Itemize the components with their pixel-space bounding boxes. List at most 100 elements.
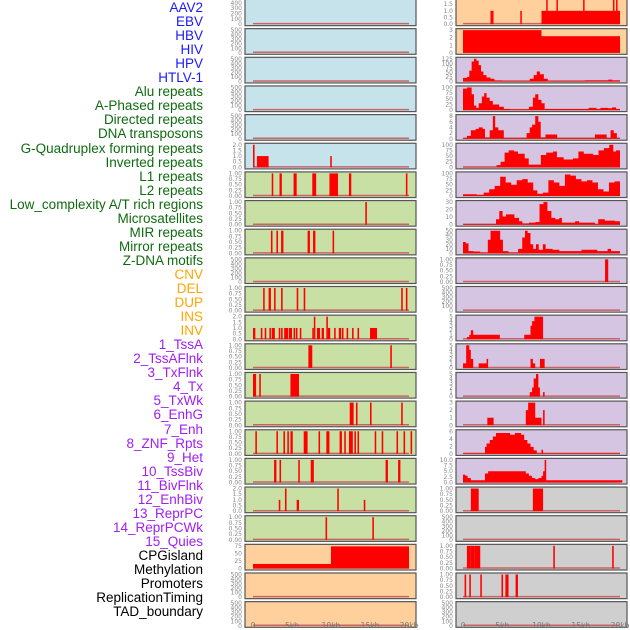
y-tick-label: 0.0 bbox=[232, 164, 242, 171]
y-tick-label: 1.00 bbox=[229, 514, 243, 521]
y-tick-label: 400 bbox=[231, 605, 243, 612]
y-tick-label: 0.75 bbox=[229, 377, 243, 384]
track-label: 2_TssAFlnk bbox=[133, 351, 203, 367]
y-tick-label: 0.00 bbox=[440, 279, 454, 286]
y-tick-label: 0 bbox=[449, 193, 453, 200]
y-tick-label: 100 bbox=[442, 142, 454, 149]
y-tick-label: 0.50 bbox=[440, 583, 454, 590]
y-tick-label: 2.0 bbox=[232, 486, 242, 493]
y-tick-label: 6 bbox=[449, 119, 453, 126]
y-tick-label: 0.5 bbox=[232, 331, 242, 338]
y-tick-label: 0 bbox=[238, 566, 242, 573]
data-bar bbox=[492, 10, 494, 25]
y-tick-label: 200 bbox=[231, 585, 243, 592]
y-tick-label: 0.5 bbox=[232, 159, 242, 166]
y-tick-label: 25 bbox=[445, 74, 453, 81]
y-tick-label: 1.00 bbox=[229, 199, 243, 206]
data-bar bbox=[298, 459, 300, 483]
data-area bbox=[466, 316, 544, 340]
data-bar bbox=[605, 259, 609, 282]
y-tick-label: 0.25 bbox=[229, 302, 243, 309]
data-bar bbox=[296, 288, 299, 311]
data-bar bbox=[269, 327, 271, 340]
data-bar bbox=[583, 0, 585, 25]
track-label: Microsatellites bbox=[117, 210, 203, 226]
y-tick-label: 0.50 bbox=[229, 182, 243, 189]
data-bar bbox=[546, 0, 548, 25]
y-tick-label: 0 bbox=[238, 136, 242, 143]
panel-background bbox=[455, 515, 628, 542]
track-label: INV bbox=[180, 323, 203, 339]
y-tick-label: 8 bbox=[449, 113, 453, 120]
track-label: Methylation bbox=[133, 562, 203, 577]
y-tick-label: 0.0 bbox=[232, 508, 242, 515]
y-tick-label: 0.50 bbox=[229, 411, 243, 418]
y-tick-label: 1 bbox=[449, 415, 453, 422]
data-bar bbox=[612, 0, 615, 25]
data-area bbox=[528, 373, 545, 397]
y-tick-label: 0 bbox=[238, 21, 242, 28]
y-tick-label: 1.00 bbox=[229, 170, 243, 177]
data-bar bbox=[490, 10, 492, 25]
track-label: HPV bbox=[175, 56, 203, 72]
track-label: Alu repeats bbox=[134, 84, 203, 100]
data-bar bbox=[263, 288, 265, 311]
y-tick-label: 0.25 bbox=[440, 588, 454, 595]
y-tick-label: 10 bbox=[445, 214, 453, 221]
track-label: Low_complexity A/T rich regions bbox=[9, 196, 203, 212]
y-tick-label: 500 bbox=[231, 56, 243, 63]
y-tick-label: 2 bbox=[449, 443, 453, 450]
y-tick-label: 5 bbox=[449, 314, 453, 321]
data-bar bbox=[330, 156, 332, 168]
data-bar bbox=[318, 431, 321, 454]
y-tick-label: 2.0 bbox=[443, 0, 453, 2]
track-label: 13_ReprPC bbox=[132, 505, 203, 521]
track-label: HTLV-1 bbox=[158, 70, 203, 86]
y-tick-label: 0.75 bbox=[229, 434, 243, 441]
y-tick-label: 1.00 bbox=[229, 400, 243, 407]
track-label: A-Phased repeats bbox=[94, 98, 203, 114]
y-tick-label: 100 bbox=[231, 103, 243, 110]
y-tick-label: 0.00 bbox=[440, 508, 454, 515]
data-bar bbox=[290, 373, 300, 397]
y-tick-label: 0.00 bbox=[229, 480, 243, 487]
y-tick-label: 0.50 bbox=[229, 382, 243, 389]
y-tick-label: 7.5 bbox=[443, 463, 453, 470]
track-label: TAD_boundary bbox=[113, 604, 203, 620]
panel-background bbox=[244, 56, 417, 84]
track-label: Directed repeats bbox=[103, 112, 203, 128]
panel-background bbox=[244, 28, 417, 55]
y-tick-label: 75 bbox=[445, 176, 453, 183]
data-bar bbox=[410, 431, 413, 454]
data-bar bbox=[327, 327, 331, 340]
track-label: 11_BivFlnk bbox=[137, 477, 203, 493]
panel-background bbox=[455, 601, 628, 628]
track-label: 7_Enh bbox=[163, 421, 203, 437]
y-tick-label: 0.50 bbox=[229, 354, 243, 361]
y-tick-label: 0.75 bbox=[229, 520, 243, 527]
data-bar bbox=[520, 10, 522, 25]
y-tick-label: 75 bbox=[445, 65, 453, 72]
y-tick-label: 400 bbox=[442, 519, 454, 526]
y-tick-label: 300 bbox=[231, 122, 243, 129]
data-bar bbox=[293, 173, 297, 197]
data-bar bbox=[354, 431, 356, 454]
y-tick-label: 1.00 bbox=[229, 228, 243, 235]
y-tick-label: 3 bbox=[449, 351, 453, 358]
y-tick-label: 75 bbox=[234, 543, 242, 550]
data-bar bbox=[259, 373, 261, 397]
data-bar bbox=[474, 545, 481, 569]
y-tick-label: 3 bbox=[449, 323, 453, 330]
y-tick-label: 50 bbox=[445, 69, 453, 76]
data-bar bbox=[256, 156, 269, 168]
data-bar bbox=[365, 202, 367, 225]
data-bar bbox=[303, 431, 308, 454]
data-bar bbox=[405, 173, 408, 197]
y-tick-label: 500 bbox=[442, 514, 454, 521]
data-area bbox=[487, 402, 545, 426]
y-tick-label: 4 bbox=[449, 124, 453, 131]
data-bar bbox=[470, 488, 479, 512]
y-tick-label: 400 bbox=[231, 261, 243, 268]
y-tick-label: 4 bbox=[449, 318, 453, 325]
y-tick-label: 200 bbox=[231, 127, 243, 134]
